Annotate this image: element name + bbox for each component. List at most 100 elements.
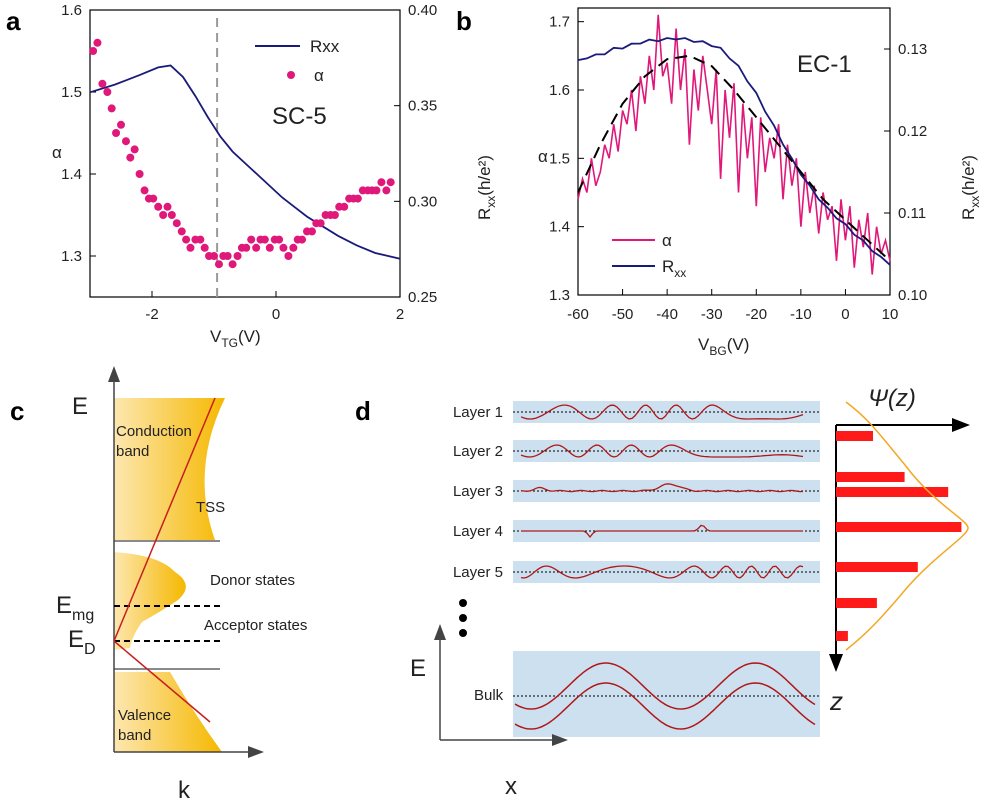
panel-a-alpha-point: [289, 243, 298, 252]
donor-states-fill: [114, 552, 186, 650]
panel-d-energy-arrow: [434, 624, 446, 640]
panel-a-alpha-point: [284, 252, 293, 260]
panel-a-legend-alpha-swatch: [287, 71, 295, 79]
z-axis-arrow: [829, 654, 843, 672]
panel-d-layer-diagram: Layer 1 Layer 2 Layer 3 Layer 4 Layer 5 Bulk…: [410, 385, 970, 800]
panel-a-alpha-point: [279, 243, 288, 252]
energy-axis-arrow: [108, 366, 120, 382]
conduction-band-fill: [114, 398, 225, 540]
acceptor-states-label: Acceptor states: [204, 617, 307, 634]
panel-a-label: a: [6, 6, 21, 36]
layer-wave: [520, 483, 804, 493]
panel-b-y2tick-label: 0.10: [898, 287, 927, 304]
bulk-wave-upper: [514, 662, 816, 710]
panel-a-y2tick-label: 0.40: [408, 2, 437, 19]
donor-states-label: Donor states: [210, 572, 295, 589]
panel-a-y2tick-label: 0.25: [408, 289, 437, 306]
layer-wave: [520, 444, 804, 458]
panel-b-ytick-label: 1.5: [549, 150, 570, 167]
panel-a-alpha-point: [247, 235, 256, 244]
panel-a-alpha-point: [126, 153, 135, 162]
panel-b-xtick-label: -30: [701, 306, 723, 323]
panel-c-energy-label: E: [72, 393, 88, 420]
panel-b-rxx-line: [577, 37, 891, 266]
panel-b-xlabel: VBG(V): [698, 335, 749, 358]
psi-envelope: [845, 401, 969, 651]
panel-a-alpha-point: [353, 194, 362, 203]
valence-band-fill: [114, 672, 222, 752]
panel-a-y2tick-label: 0.30: [408, 193, 437, 210]
panel-b-ylabel-mid: Rxx(h/e²): [475, 155, 498, 220]
panel-b-xtick-label: -40: [656, 306, 678, 323]
panel-b-legend-rxx: Rxx: [662, 257, 686, 280]
panel-a-alpha-point: [242, 243, 251, 252]
panel-a-alpha-point: [159, 211, 168, 219]
panel-a-ylabel: α: [52, 143, 62, 162]
panel-a-alpha-point: [140, 186, 149, 195]
layer-wave: [521, 524, 803, 539]
panel-a-alpha-point: [107, 104, 116, 113]
panel-a-ytick-label: 1.5: [61, 84, 82, 101]
panel-a-xtick-label: -2: [145, 306, 158, 323]
panel-a-alpha-point: [121, 137, 130, 146]
panel-c-band-diagram: E k Conduction band Valence band TSS Donor…: [56, 366, 307, 803]
panel-b-ytick-label: 1.7: [549, 14, 570, 31]
panel-a-alpha-point: [382, 186, 391, 195]
panel-a-alpha-point: [130, 145, 139, 154]
layer-label: Layer 4: [453, 523, 503, 540]
panel-b-dashed-fit: [577, 54, 891, 262]
panel-a-rxx-line: [89, 64, 401, 260]
panel-a-chart: -2 0 2 1.3 1.4 1.5 1.6 0.25 0.30 0.35 0.40 Rxx α S…: [52, 2, 437, 350]
panel-a-alpha-point: [298, 235, 307, 244]
panel-a-alpha-point: [167, 211, 176, 219]
panel-b-xtick-label: -50: [612, 306, 634, 323]
panel-a-alpha-point: [214, 260, 223, 269]
psi-bar: [836, 431, 873, 441]
bulk-band: [513, 651, 820, 737]
panel-a-alpha-point: [182, 235, 191, 244]
panel-b-alpha-line: [577, 14, 891, 275]
panel-b-xtick-label: -60: [567, 306, 589, 323]
panel-a-alpha-point: [265, 243, 274, 252]
panel-a-alpha-point: [98, 79, 107, 88]
panel-a-alpha-point: [260, 235, 269, 244]
panel-a-alpha-point: [89, 47, 98, 55]
panel-b-ytick-label: 1.4: [549, 219, 570, 236]
panel-a-alpha-point: [316, 219, 325, 228]
panel-a-legend-alpha: α: [314, 66, 324, 85]
panel-a-sample: SC-5: [272, 103, 327, 130]
panel-c-momentum-label: k: [178, 777, 191, 803]
panel-a-frame: [89, 9, 401, 298]
panel-b-xtick-label: -20: [745, 306, 767, 323]
psi-axis-arrow: [952, 418, 970, 432]
layer-label: Layer 5: [453, 564, 503, 581]
panel-b-chart: -60 -50 -40 -30 -20 -10 0 10 1.3 1.4 1.5 1.6 1.7 0.10…: [475, 7, 982, 358]
emg-label: Emg: [56, 592, 94, 624]
psi-bar: [836, 598, 877, 608]
panel-d-x-label: x: [505, 773, 517, 800]
z-label: z: [829, 686, 843, 716]
panel-a-ytick-label: 1.3: [61, 248, 82, 265]
panel-a-alpha-point: [210, 252, 218, 260]
panel-a-alpha-point: [103, 88, 112, 96]
panel-b-xtick-label: -10: [790, 306, 812, 323]
panel-b-y2tick-label: 0.11: [898, 205, 926, 222]
panel-a-alpha-point: [252, 243, 261, 252]
panel-b-ytick-label: 1.3: [549, 287, 570, 304]
panel-a-alpha-point: [330, 211, 339, 219]
panel-a-xlabel: VTG(V): [210, 327, 261, 350]
layer-wave: [520, 565, 804, 579]
panel-d-energy-label: E: [410, 655, 426, 682]
panel-b-xtick-label: 10: [882, 306, 899, 323]
panel-a-xtick-label: 0: [272, 306, 280, 323]
panel-b-frame: [577, 7, 891, 296]
panel-b-legend-alpha: α: [662, 231, 672, 250]
panel-a-ytick-label: 1.4: [61, 166, 82, 183]
panel-c-label: c: [10, 396, 24, 426]
panel-a-alpha-point: [223, 252, 232, 260]
panel-a-alpha-point: [177, 227, 186, 236]
ed-label: ED: [68, 626, 96, 658]
panel-a-alpha-point: [196, 235, 205, 244]
panel-a-alpha-point: [228, 260, 237, 269]
